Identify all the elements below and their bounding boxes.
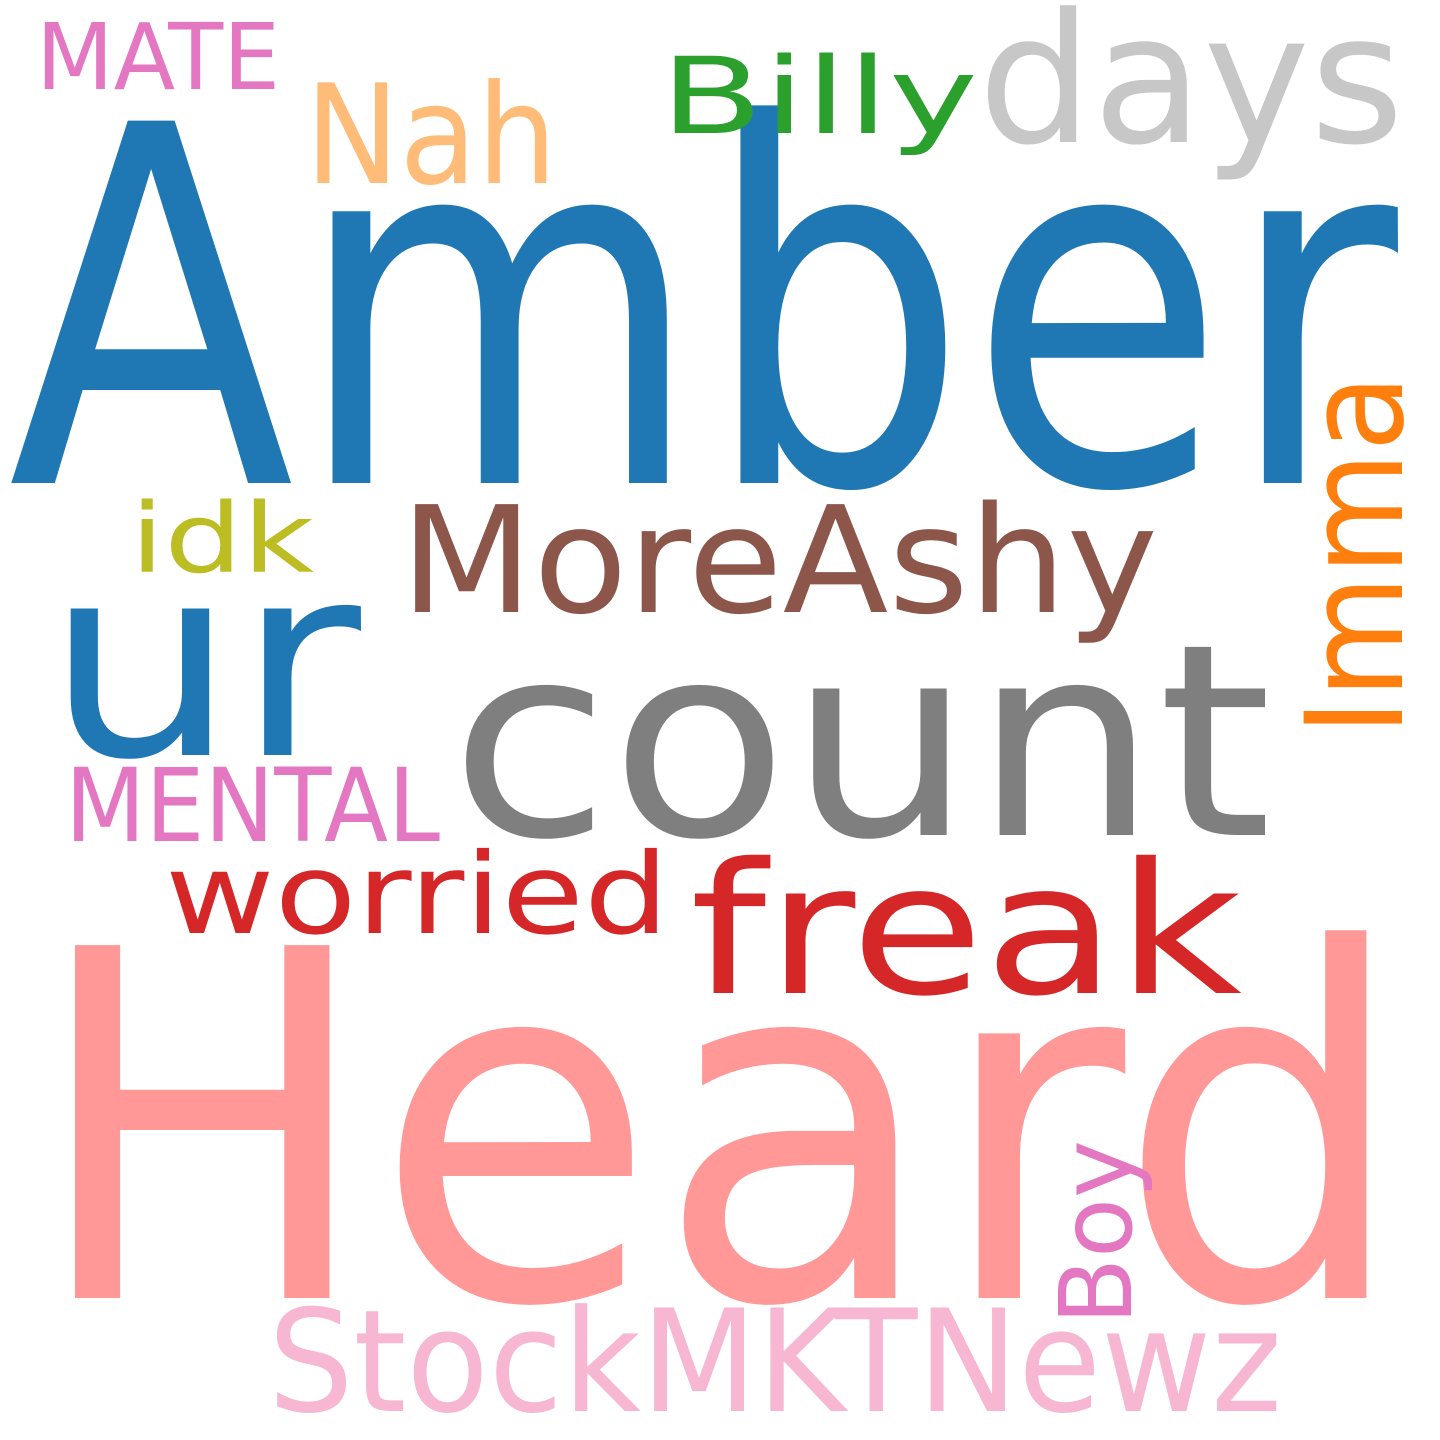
word-worried: worried: [165, 830, 669, 960]
word-moreashy: MoreAshy: [400, 475, 1158, 647]
word-idk: idk: [130, 483, 315, 595]
word-heard: Heard: [30, 850, 1408, 1413]
word-count: count: [450, 587, 1272, 899]
word-mental: MENTAL: [65, 747, 440, 866]
word-ur: ur: [45, 507, 364, 819]
word-mate: MATE: [36, 4, 280, 111]
word-amber: Amber: [8, 23, 1402, 601]
word-billy: Billy: [660, 35, 978, 158]
word-boy: Boy: [1038, 1140, 1155, 1325]
word-imma: Imma: [1277, 374, 1434, 736]
word-stockmktnewz: StockMKTNewz: [268, 1280, 1282, 1440]
word-freak: freak: [690, 824, 1242, 1036]
word-days: days: [978, 0, 1404, 185]
word-nah: Nah: [305, 55, 557, 216]
